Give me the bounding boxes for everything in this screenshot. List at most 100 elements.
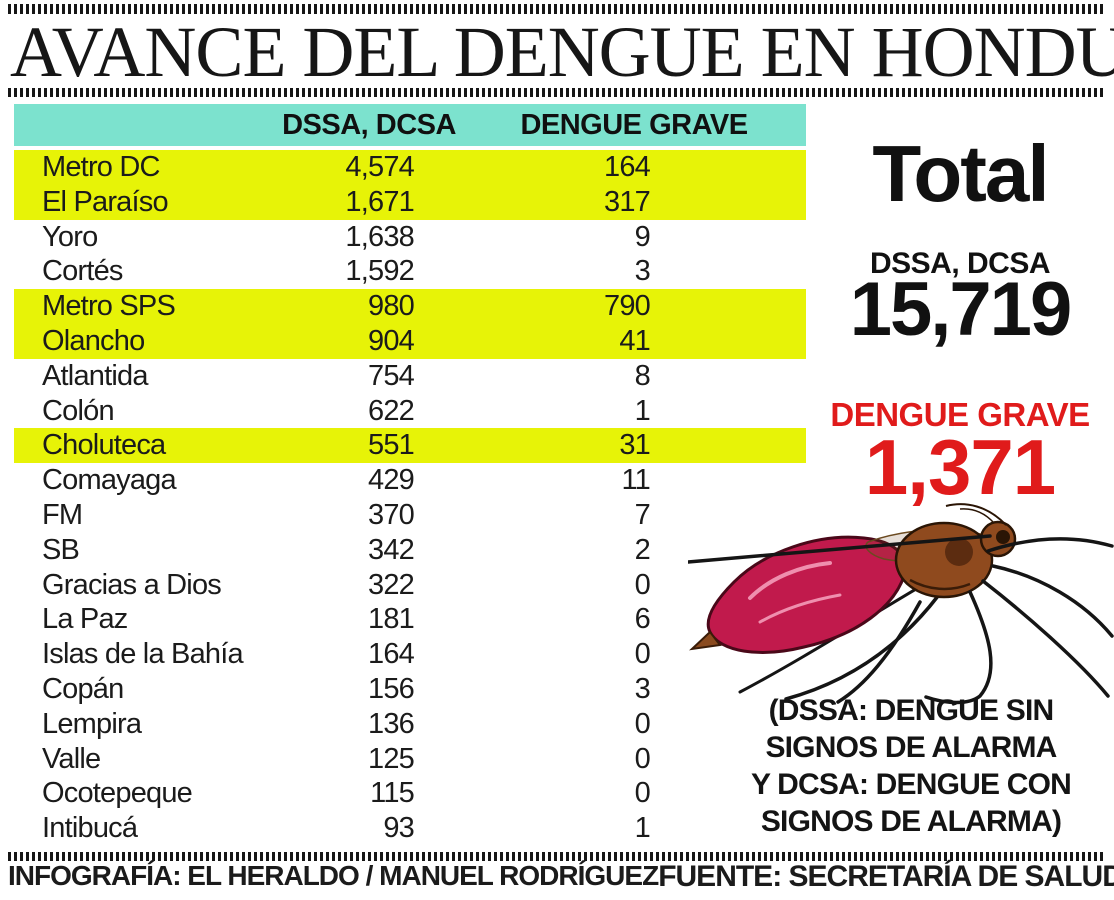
table-row: Yoro 1,638 9 [14,220,806,255]
department-name: Choluteca [42,429,166,462]
department-name: Intibucá [42,812,138,845]
abbreviation-note-line: SIGNOS DE ALARMA) [760,805,1062,838]
grave-value: 3 [634,672,651,705]
department-name: La Paz [42,603,128,636]
grave-value: 0 [634,777,651,810]
dssa-value: 904 [368,324,415,357]
total-grave-value: 1,371 [864,423,1056,511]
grave-value: 0 [634,707,651,740]
dssa-value: 125 [368,742,415,775]
dssa-value: 1,592 [345,255,414,288]
department-name: Yoro [42,220,98,253]
table-row: Cortés 1,592 3 [14,254,806,289]
table-row: La Paz 181 6 [14,602,806,637]
department-name: El Paraíso [42,185,169,218]
dssa-value: 93 [383,812,414,845]
grave-value: 9 [634,220,651,253]
department-name: Atlantida [42,359,148,392]
total-heading: Total [872,129,1049,218]
abbreviation-note: (DSSA: DENGUE SIN SIGNOS DE ALARMA Y DCS… [712,692,1110,840]
table-row: Atlantida 754 8 [14,359,806,394]
dssa-value: 164 [368,638,415,671]
dssa-value: 370 [368,498,415,531]
table-row: El Paraíso 1,671 317 [14,184,806,220]
grave-value: 0 [634,742,651,775]
mosquito-icon [686,496,1114,708]
table-row: Comayaga 429 11 [14,463,806,498]
table-row: Lempira 136 0 [14,707,806,742]
table-row: Gracias a Dios 322 0 [14,568,806,603]
grave-value: 6 [634,603,651,636]
dssa-value: 156 [368,672,415,705]
grave-value: 1 [634,394,651,427]
department-name: Ocotepeque [42,777,193,810]
table-row: Olancho 904 41 [14,323,806,359]
dssa-value: 980 [368,290,415,323]
table-row: Islas de la Bahía 164 0 [14,637,806,672]
department-name: Islas de la Bahía [42,638,244,671]
dssa-value: 322 [368,568,415,601]
table-row: Copán 156 3 [14,672,806,707]
page-title: AVANCE DEL DENGUE EN HONDURAS [10,12,1114,92]
dotted-divider-bottom [8,852,1106,861]
grave-value: 31 [619,429,650,462]
department-name: Valle [42,742,101,775]
dssa-value: 115 [370,777,415,810]
dssa-value: 1,638 [345,220,414,253]
grave-value: 317 [604,185,651,218]
abbreviation-note-line: (DSSA: DENGUE SIN [768,694,1055,727]
infographic-credit: INFOGRAFÍA: EL HERALDO / MANUEL RODRÍGUE… [8,860,659,891]
table-header: DSSA, DCSA DENGUE GRAVE [14,104,806,146]
footer: INFOGRAFÍA: EL HERALDO / MANUEL RODRÍGUE… [8,860,1114,894]
department-name: Metro SPS [42,290,176,323]
table-row: Colón 622 1 [14,394,806,429]
department-name: FM [42,498,83,531]
dotted-divider-under-title [8,88,1106,97]
mosquito-illustration [686,503,1114,705]
table-row: Metro DC 4,574 164 [14,150,806,185]
department-name: Olancho [42,324,145,357]
department-name: Cortés [42,255,123,288]
table-row: Ocotepeque 115 0 [14,776,806,811]
grave-value: 0 [634,638,651,671]
dssa-value: 622 [368,394,415,427]
grave-value: 164 [604,151,651,183]
dssa-value: 1,671 [345,185,414,218]
dssa-value: 754 [368,359,415,392]
department-name: Comayaga [42,464,177,497]
dssa-value: 136 [368,707,415,740]
dssa-value: 181 [368,603,415,636]
table-row: Metro SPS 980 790 [14,289,806,324]
dotted-divider-top [8,4,1106,14]
department-name: Lempira [42,707,142,740]
dssa-value: 551 [368,429,415,462]
dssa-value: 4,574 [345,151,414,183]
dssa-value: 342 [368,533,415,566]
column-header-grave: DENGUE GRAVE [520,109,748,141]
grave-value: 790 [604,290,651,323]
column-header-dssa: DSSA, DCSA [282,109,456,141]
table-row: Choluteca 551 31 [14,428,806,464]
department-name: SB [42,533,80,566]
department-name: Gracias a Dios [42,568,222,601]
grave-value: 1 [634,812,651,845]
grave-value: 7 [634,498,651,531]
table-row: Valle 125 0 [14,742,806,777]
abbreviation-note-line: SIGNOS DE ALARMA [765,731,1057,764]
grave-value: 0 [634,568,651,601]
table-row: SB 342 2 [14,533,806,568]
grave-value: 11 [621,464,650,497]
grave-value: 8 [634,359,651,392]
table-row: FM 370 7 [14,498,806,533]
table-row: Intibucá 93 1 [14,811,806,846]
dssa-value: 429 [368,464,415,497]
abbreviation-note-line: Y DCSA: DENGUE CON [750,768,1072,801]
source-credit: FUENTE: SECRETARÍA DE SALUD [658,860,1114,893]
dengue-table-body: Metro DC 4,574 164 El Paraíso 1,671 317 … [14,150,806,846]
department-name: Metro DC [42,151,160,183]
grave-value: 3 [634,255,651,288]
total-dssa-value: 15,719 [849,267,1072,352]
grave-value: 2 [634,533,651,566]
department-name: Colón [42,394,115,427]
